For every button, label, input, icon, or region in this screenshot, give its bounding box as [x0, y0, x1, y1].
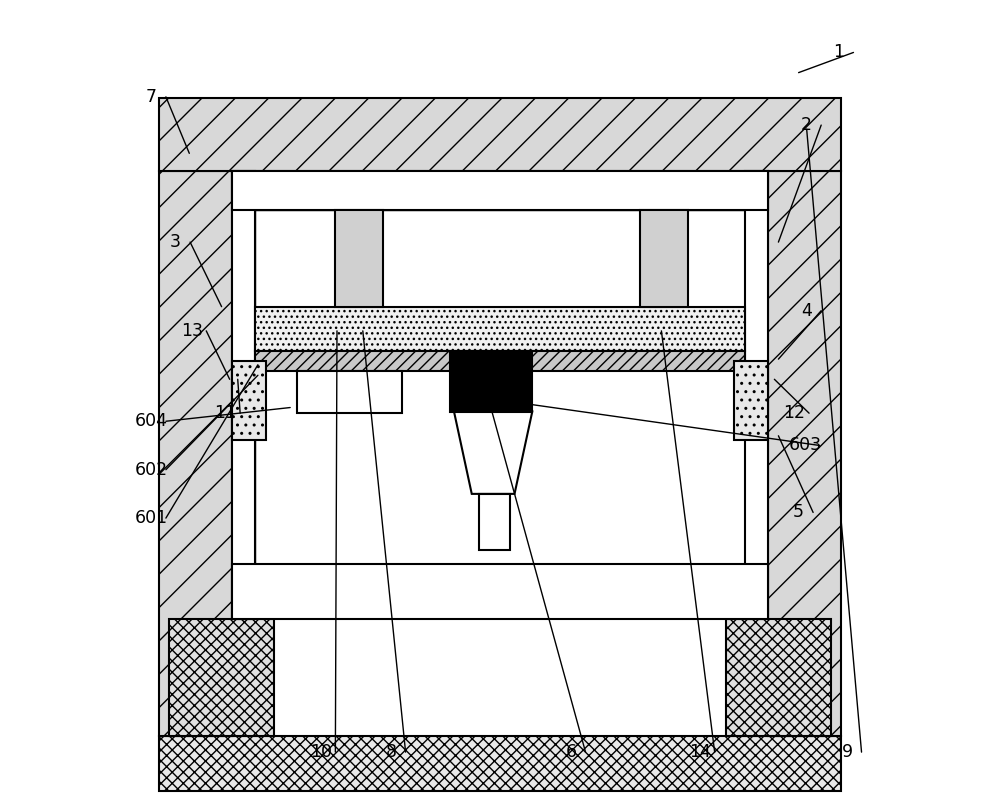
- Text: 7: 7: [146, 88, 157, 106]
- Text: 603: 603: [788, 437, 822, 454]
- Text: 14: 14: [689, 743, 711, 761]
- Bar: [734, 361, 768, 440]
- Text: 3: 3: [170, 233, 181, 251]
- Text: 12: 12: [784, 404, 806, 422]
- Bar: [297, 371, 402, 413]
- Bar: [232, 361, 266, 440]
- Text: 1: 1: [833, 44, 844, 61]
- Bar: [232, 564, 768, 619]
- Bar: [726, 619, 831, 736]
- Bar: [640, 210, 688, 307]
- Bar: [335, 210, 383, 307]
- Text: 10: 10: [310, 743, 332, 761]
- Bar: [159, 98, 841, 171]
- Bar: [479, 494, 510, 550]
- Text: 601: 601: [135, 509, 168, 527]
- Bar: [159, 171, 232, 736]
- Text: 602: 602: [135, 461, 168, 479]
- Text: 5: 5: [793, 504, 804, 521]
- Bar: [768, 171, 841, 736]
- Bar: [232, 171, 768, 210]
- Bar: [255, 307, 745, 351]
- Polygon shape: [454, 412, 532, 494]
- Bar: [450, 351, 532, 412]
- Text: 4: 4: [801, 302, 812, 320]
- Text: 604: 604: [135, 412, 168, 430]
- Text: 2: 2: [801, 116, 812, 134]
- Bar: [169, 619, 274, 736]
- Text: 9: 9: [841, 743, 853, 761]
- Bar: [255, 210, 745, 564]
- Text: 13: 13: [181, 322, 203, 340]
- Bar: [159, 736, 841, 791]
- Bar: [745, 171, 768, 619]
- Bar: [255, 351, 745, 371]
- Text: 6: 6: [565, 743, 577, 761]
- Text: 8: 8: [386, 743, 397, 761]
- Bar: [232, 171, 255, 619]
- Text: 11: 11: [215, 404, 237, 422]
